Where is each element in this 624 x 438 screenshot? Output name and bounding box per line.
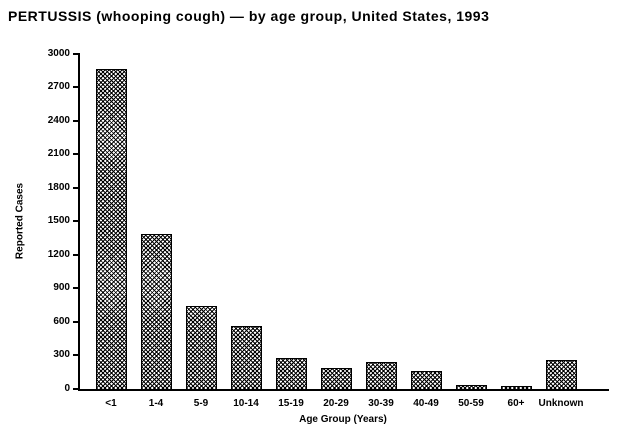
y-tick-label: 900 [53,282,70,294]
bar-20-29 [320,368,352,390]
chart-title: PERTUSSIS (whooping cough) — by age grou… [8,8,490,24]
y-axis-line [78,53,80,390]
y-tick-mark [73,287,78,290]
y-tick-label: 0 [64,383,70,394]
y-tick-mark [73,220,78,223]
y-tick-mark [73,354,78,357]
y-tick-label: 300 [53,349,70,361]
x-tick-label: 30-39 [368,398,394,409]
y-tick-mark [73,388,78,390]
y-tick-label: 2700 [47,81,70,93]
y-tick-label: 600 [53,315,70,327]
y-tick-label: 2100 [47,148,70,160]
bar-15-19 [275,357,307,390]
y-tick-label: 3000 [47,47,70,59]
y-tick-mark [73,186,78,189]
x-axis-label: Age Group (Years) [299,414,387,425]
bar-50-59 [455,384,487,390]
bar-30-39 [365,362,397,390]
x-tick-label: Unknown [538,398,584,409]
y-tick-label: 1500 [47,215,70,227]
y-tick-mark [73,86,78,89]
bar-1-4 [140,233,172,390]
x-tick-label: 1-4 [148,398,164,409]
y-tick-label: 1200 [47,248,70,260]
bar-40-49 [410,370,442,390]
bar-Unknown [545,359,577,390]
x-axis-line [78,389,609,391]
y-tick-mark [73,119,78,122]
x-tick-label: 40-49 [413,398,439,409]
y-tick-mark [73,52,78,55]
x-tick-label: 50-59 [458,398,484,409]
x-tick-label: <1 [105,398,117,409]
y-tick-label: 1800 [47,181,70,193]
x-tick-label: 15-19 [278,398,304,409]
bar-10-14 [230,326,262,390]
x-tick-label: 5-9 [193,398,209,409]
x-tick-label: 20-29 [323,398,349,409]
y-tick-label: 2400 [47,114,70,126]
y-tick-mark [73,253,78,256]
bar-5-9 [185,306,217,390]
bar-<1 [95,69,127,390]
y-tick-mark [73,320,78,323]
y-tick-mark [73,153,78,156]
bar-60+ [500,385,532,390]
y-axis-label: Reported Cases [14,182,26,260]
x-tick-label: 10-14 [233,398,259,409]
x-tick-label: 60+ [507,398,525,409]
